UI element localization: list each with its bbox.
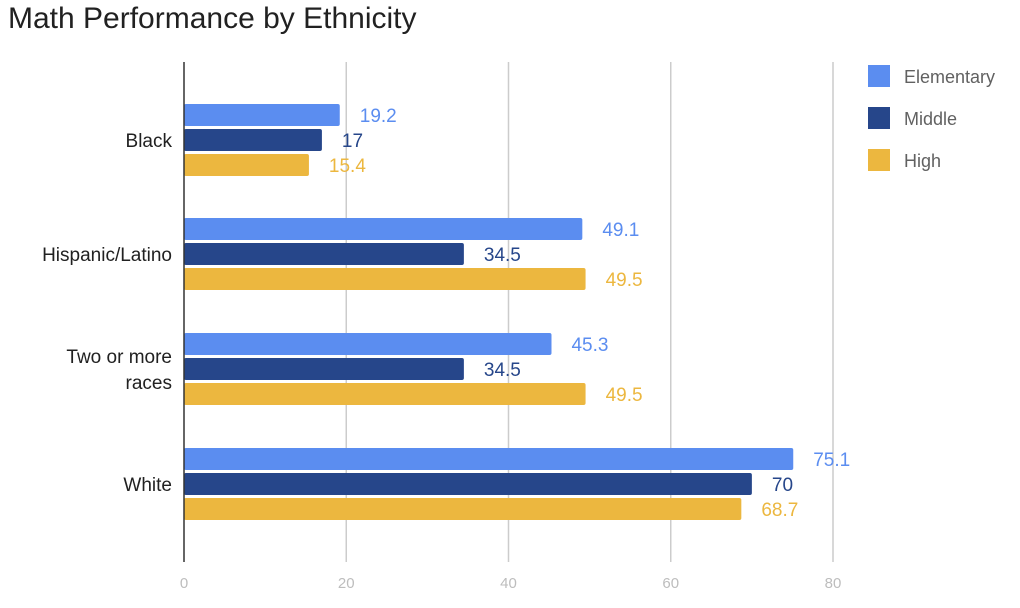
legend-label: Elementary: [904, 67, 995, 87]
data-label: 15.4: [329, 156, 366, 177]
bar: [184, 104, 340, 126]
x-tick-label: 80: [825, 575, 842, 592]
legend: Elementary Middle High: [868, 65, 995, 171]
data-label: 75.1: [813, 450, 850, 471]
data-label: 34.5: [484, 360, 521, 381]
legend-swatch: [868, 65, 890, 87]
bar: [184, 218, 583, 240]
category-label: Hispanic/Latino: [42, 245, 172, 266]
bar: [184, 383, 586, 405]
data-label: 49.5: [606, 270, 643, 291]
chart-title: Math Performance by Ethnicity: [8, 2, 417, 35]
bar: [184, 333, 552, 355]
category-label: White: [123, 475, 172, 496]
data-label: 49.1: [602, 220, 639, 241]
bar: [184, 498, 742, 520]
data-label: 34.5: [484, 245, 521, 266]
bar: [184, 448, 794, 470]
category-label-line: Two or more: [66, 347, 172, 368]
category-label: Black: [126, 131, 173, 152]
category-label-line: races: [126, 373, 172, 394]
x-tick-label: 0: [180, 575, 188, 592]
data-label: 19.2: [360, 106, 397, 127]
data-label: 70: [772, 475, 793, 496]
bars: [184, 104, 794, 520]
data-label: 45.3: [571, 335, 608, 356]
x-tick-label: 60: [662, 575, 679, 592]
labels: 0 20 40 60 80 19.2 17 15.4 Black 49.1 34.5 49.5 Hisp…: [42, 106, 850, 592]
category-label-line: Black: [126, 131, 173, 152]
data-label: 68.7: [761, 500, 798, 521]
bar: [184, 358, 464, 380]
data-label: 17: [342, 131, 363, 152]
legend-label: Middle: [904, 109, 957, 129]
bar: [184, 154, 309, 176]
legend-swatch: [868, 149, 890, 171]
legend-swatch: [868, 107, 890, 129]
bar: [184, 473, 752, 495]
category-label-line: Hispanic/Latino: [42, 245, 172, 266]
bar: [184, 129, 322, 151]
x-tick-label: 20: [338, 575, 355, 592]
category-label: Two or more races: [66, 347, 172, 394]
bar: [184, 243, 464, 265]
x-tick-label: 40: [500, 575, 517, 592]
legend-label: High: [904, 151, 941, 171]
data-label: 49.5: [606, 385, 643, 406]
category-label-line: White: [123, 475, 172, 496]
bar: [184, 268, 586, 290]
